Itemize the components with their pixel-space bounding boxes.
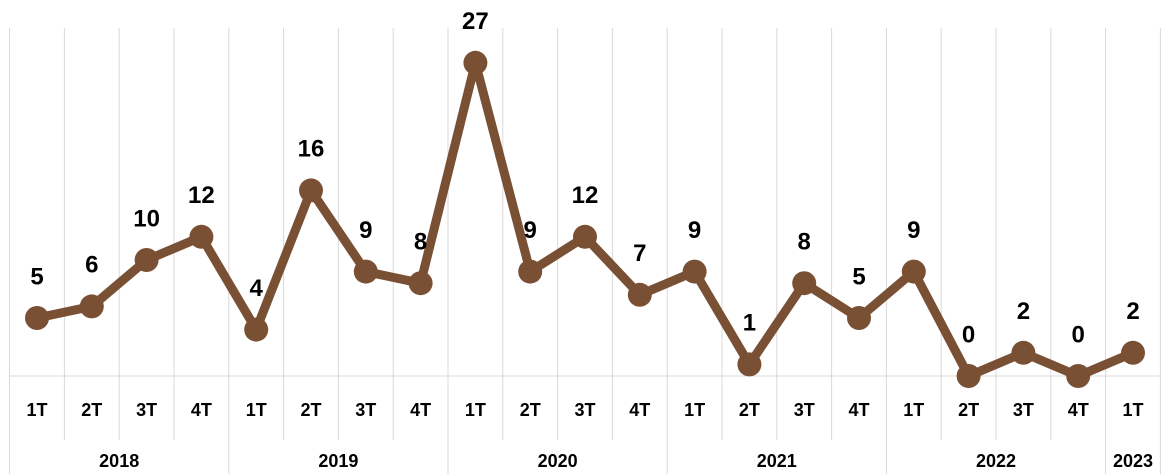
x-tick-label: 4T bbox=[410, 400, 431, 420]
data-label: 0 bbox=[962, 321, 975, 348]
marker bbox=[299, 178, 323, 203]
marker bbox=[847, 306, 871, 330]
marker bbox=[25, 306, 49, 330]
marker bbox=[134, 248, 159, 272]
x-tick-label: 2T bbox=[520, 400, 541, 420]
x-tick-label: 3T bbox=[136, 400, 157, 420]
data-label: 2 bbox=[1017, 298, 1030, 325]
group-label: 2023 bbox=[1113, 451, 1153, 471]
data-label: 8 bbox=[798, 229, 811, 256]
marker bbox=[518, 259, 543, 284]
marker bbox=[244, 317, 269, 342]
x-tick-label: 2T bbox=[300, 400, 321, 420]
data-label: 7 bbox=[633, 240, 646, 267]
data-label: 16 bbox=[298, 136, 325, 163]
x-tick-label: 1T bbox=[246, 400, 267, 420]
marker bbox=[792, 271, 817, 296]
data-label: 27 bbox=[462, 8, 489, 35]
marker bbox=[682, 259, 707, 284]
group-label: 2021 bbox=[757, 451, 797, 471]
x-tick-label: 3T bbox=[574, 400, 595, 420]
marker bbox=[737, 352, 762, 377]
data-label: 9 bbox=[907, 217, 920, 244]
x-tick-label: 1T bbox=[26, 400, 47, 420]
data-label: 12 bbox=[188, 182, 215, 209]
marker bbox=[79, 294, 104, 319]
data-label: 12 bbox=[572, 182, 599, 209]
x-tick-label: 2T bbox=[81, 400, 102, 420]
x-tick-label: 1T bbox=[903, 400, 924, 420]
data-label: 9 bbox=[688, 217, 701, 244]
marker bbox=[408, 271, 433, 296]
x-tick-label: 3T bbox=[1013, 400, 1034, 420]
marker bbox=[627, 282, 652, 307]
x-tick-label: 4T bbox=[191, 400, 212, 420]
x-tick-label: 3T bbox=[355, 400, 376, 420]
x-tick-label: 1T bbox=[1122, 400, 1143, 420]
marker bbox=[901, 259, 926, 284]
x-tick-label: 1T bbox=[465, 400, 486, 420]
data-label: 8 bbox=[414, 229, 427, 256]
x-tick-label: 2T bbox=[739, 400, 760, 420]
data-label: 10 bbox=[133, 205, 160, 232]
marker bbox=[956, 364, 981, 388]
marker bbox=[189, 224, 214, 249]
marker bbox=[1121, 340, 1145, 365]
data-label: 4 bbox=[250, 275, 264, 302]
x-tick-label: 4T bbox=[629, 400, 650, 420]
data-label: 9 bbox=[524, 217, 537, 244]
x-tick-label: 3T bbox=[794, 400, 815, 420]
group-label: 2022 bbox=[976, 451, 1016, 471]
marker bbox=[353, 259, 378, 284]
marker bbox=[463, 50, 488, 75]
group-label: 2018 bbox=[99, 451, 139, 471]
data-label: 5 bbox=[852, 263, 865, 290]
data-label: 9 bbox=[359, 217, 372, 244]
data-label: 2 bbox=[1126, 298, 1139, 325]
marker bbox=[1011, 340, 1036, 365]
x-tick-label: 2T bbox=[958, 400, 979, 420]
data-label: 6 bbox=[85, 252, 98, 279]
data-label: 5 bbox=[30, 263, 43, 290]
x-tick-label: 4T bbox=[848, 400, 869, 420]
data-label: 0 bbox=[1072, 321, 1085, 348]
data-label: 1 bbox=[743, 310, 756, 337]
group-label: 2020 bbox=[538, 451, 578, 471]
x-tick-label: 1T bbox=[684, 400, 705, 420]
x-tick-label: 4T bbox=[1068, 400, 1089, 420]
group-label: 2019 bbox=[318, 451, 358, 471]
marker bbox=[573, 224, 597, 249]
marker bbox=[1066, 364, 1091, 388]
